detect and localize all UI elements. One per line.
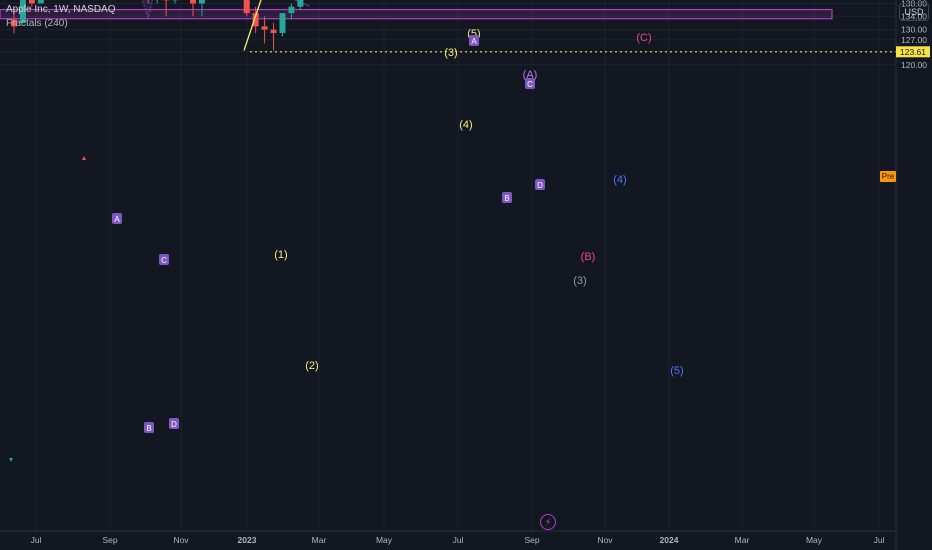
time-tick: Mar [735,535,750,545]
pattern-point-badge [144,422,154,433]
currency-button[interactable]: USD [899,3,929,21]
candle-body [243,0,250,14]
zap-icon[interactable]: ⚡ [540,514,556,530]
price-tick: 130.00 [901,25,927,35]
pattern-point-badge [502,192,512,203]
price-tick: 120.00 [901,60,927,70]
pattern-point-badge [525,78,535,89]
candle-body [190,0,196,4]
pattern-point-label: D [171,420,177,429]
price-tag-label: 123.61 [900,47,926,57]
pattern-point-badge [112,213,122,224]
candle-body [288,6,295,14]
candle-body [198,0,205,4]
wave-label: (2) [305,360,318,372]
pattern-point-badge [159,254,169,265]
candle-body [261,26,268,30]
time-tick: Jul [874,535,885,545]
candle-body [252,13,259,27]
time-tick: Nov [173,535,189,545]
grid [0,0,896,530]
price-tick: 134.00 [901,11,927,21]
candle-body [297,0,304,7]
wave-label: (A) [523,69,538,81]
premarket-badge: Pre [880,171,896,182]
pattern-point-badge [469,35,479,46]
wave-label: (4) [613,174,626,186]
candles[interactable] [11,0,608,51]
pattern-point-label: A [471,37,477,46]
time-tick: Mar [312,535,327,545]
fractal-down-marker [9,458,13,462]
price-tag [896,46,930,58]
candle-body [270,29,277,34]
price-tick: 138.00 [901,0,927,8]
pattern-point-label: C [161,256,167,265]
time-tick: Sep [524,535,539,545]
price-axis[interactable]: 120.00127.00130.00134.00138.00142.00146.… [895,0,932,550]
time-tick: 2024 [660,535,679,545]
time-tick: Nov [597,535,613,545]
candle-body [19,0,26,23]
wave-label: (3) [573,275,586,287]
fractal-up-marker [82,156,86,160]
pattern-point-badge [169,418,179,429]
wave-label: (B) [581,251,596,263]
candle-body [28,0,35,4]
wave-label: (3) [444,47,457,59]
time-tick: Jul [31,535,42,545]
time-tick: May [806,535,823,545]
wave-label: (1) [274,249,287,261]
indicator-legend[interactable]: Fractals (240) [6,18,68,29]
price-tick: 127.00 [901,35,927,45]
time-tick: Sep [102,535,117,545]
support-zone[interactable] [0,8,833,20]
wave-label: (4) [459,119,472,131]
time-axis[interactable]: Jul Sep Nov 2023 Mar May Jul Sep Nov 2024 Mar May Ju… [0,530,896,545]
time-tick: May [376,535,393,545]
time-tick: 2023 [238,535,257,545]
pattern-point-label: B [146,424,151,433]
time-tick: Jul [453,535,464,545]
candle-body [37,0,44,4]
chart-title: Apple Inc, 1W, NASDAQ [6,4,116,15]
pattern-point-label: C [527,80,533,89]
wave-label: (C) [636,32,651,44]
pattern-point-label: A [114,215,120,224]
candle-body [279,13,286,34]
pattern-point-label: D [537,181,543,190]
pattern-point-badge [535,179,545,190]
wave-label: (5) [670,365,683,377]
pattern-points: A B C D A B C D [112,35,545,433]
pattern-point-label: B [504,194,509,203]
candle-body [11,19,17,27]
price-axis-bg [896,0,932,550]
